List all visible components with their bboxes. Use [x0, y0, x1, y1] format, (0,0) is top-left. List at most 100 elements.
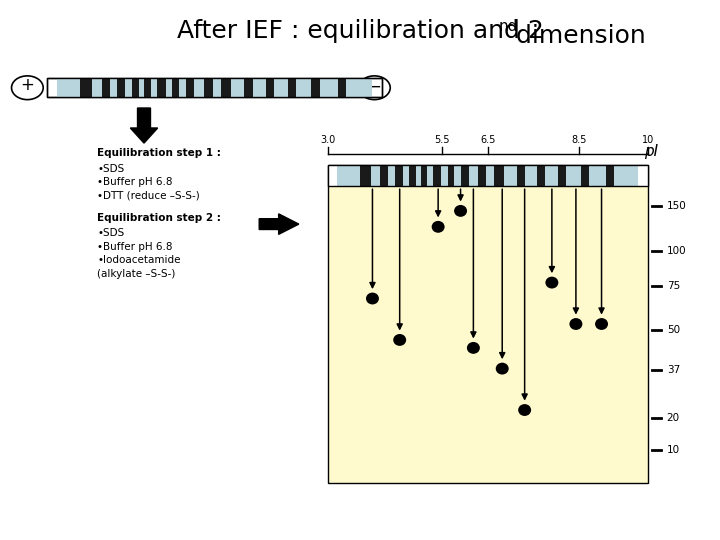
- Bar: [320, 78, 338, 97]
- Text: 20: 20: [667, 413, 680, 423]
- Ellipse shape: [518, 404, 531, 416]
- Text: 37: 37: [667, 365, 680, 375]
- Bar: [525, 165, 537, 186]
- Bar: [274, 78, 288, 97]
- FancyArrow shape: [259, 214, 299, 234]
- Text: (alkylate –S-S-): (alkylate –S-S-): [97, 269, 176, 279]
- Bar: [389, 165, 395, 186]
- Bar: [47, 78, 382, 97]
- Bar: [172, 78, 179, 97]
- Bar: [337, 165, 360, 186]
- Ellipse shape: [467, 342, 480, 354]
- Bar: [546, 165, 558, 186]
- Text: 8.5: 8.5: [572, 135, 587, 145]
- Bar: [311, 78, 320, 97]
- Bar: [110, 78, 117, 97]
- Bar: [581, 165, 589, 186]
- Bar: [338, 78, 346, 97]
- Bar: [537, 165, 546, 186]
- Bar: [179, 78, 186, 97]
- Bar: [589, 165, 606, 186]
- Text: 10: 10: [642, 135, 654, 145]
- Bar: [328, 165, 648, 186]
- Bar: [448, 165, 454, 186]
- Bar: [427, 165, 433, 186]
- Text: 10: 10: [667, 445, 680, 455]
- Text: •SDS: •SDS: [97, 228, 125, 239]
- Ellipse shape: [546, 276, 559, 288]
- Bar: [494, 165, 504, 186]
- Text: •DTT (reduce –S-S-): •DTT (reduce –S-S-): [97, 191, 200, 201]
- Text: pI: pI: [644, 144, 659, 159]
- Bar: [57, 78, 81, 97]
- Bar: [441, 165, 448, 186]
- Bar: [328, 165, 648, 186]
- Ellipse shape: [595, 318, 608, 330]
- Bar: [296, 78, 311, 97]
- Bar: [150, 78, 157, 97]
- Ellipse shape: [496, 363, 509, 375]
- Bar: [360, 165, 371, 186]
- Ellipse shape: [432, 221, 445, 233]
- Text: After IEF : equilibration and 2: After IEF : equilibration and 2: [176, 19, 544, 43]
- Bar: [47, 78, 382, 97]
- Bar: [606, 165, 614, 186]
- Bar: [288, 78, 296, 97]
- Bar: [371, 165, 380, 186]
- Bar: [433, 165, 441, 186]
- Bar: [478, 165, 486, 186]
- Text: •Iodoacetamide: •Iodoacetamide: [97, 255, 181, 266]
- Bar: [614, 165, 639, 186]
- Ellipse shape: [366, 293, 379, 305]
- Bar: [186, 78, 194, 97]
- Text: nd: nd: [499, 19, 518, 34]
- Text: Equilibration step 2 :: Equilibration step 2 :: [97, 213, 221, 224]
- Bar: [567, 165, 581, 186]
- Bar: [420, 165, 427, 186]
- Text: 100: 100: [667, 246, 686, 256]
- Bar: [253, 78, 266, 97]
- Text: −: −: [367, 77, 382, 95]
- Bar: [231, 78, 244, 97]
- Bar: [194, 78, 204, 97]
- FancyArrow shape: [130, 108, 158, 143]
- Text: 6.5: 6.5: [480, 135, 495, 145]
- Text: 5.5: 5.5: [434, 135, 450, 145]
- Ellipse shape: [454, 205, 467, 217]
- Text: 50: 50: [667, 326, 680, 335]
- Bar: [125, 78, 132, 97]
- Text: 75: 75: [667, 281, 680, 291]
- Bar: [328, 165, 648, 483]
- Text: 3.0: 3.0: [320, 135, 336, 145]
- Bar: [486, 165, 494, 186]
- Bar: [132, 78, 139, 97]
- Bar: [395, 165, 403, 186]
- Bar: [204, 78, 212, 97]
- Bar: [81, 78, 92, 97]
- Text: •Buffer pH 6.8: •Buffer pH 6.8: [97, 242, 173, 252]
- Bar: [415, 165, 420, 186]
- Ellipse shape: [570, 318, 582, 330]
- Bar: [266, 78, 274, 97]
- Bar: [558, 165, 567, 186]
- Text: dimension: dimension: [508, 24, 646, 48]
- Ellipse shape: [393, 334, 406, 346]
- Bar: [102, 78, 110, 97]
- Bar: [117, 78, 125, 97]
- Bar: [221, 78, 231, 97]
- Bar: [469, 165, 478, 186]
- Text: +: +: [20, 76, 35, 94]
- Bar: [504, 165, 517, 186]
- Bar: [517, 165, 525, 186]
- Bar: [212, 78, 221, 97]
- Bar: [166, 78, 172, 97]
- Bar: [403, 165, 409, 186]
- Bar: [461, 165, 469, 186]
- Text: 150: 150: [667, 201, 686, 211]
- Bar: [144, 78, 150, 97]
- Bar: [380, 165, 389, 186]
- Bar: [92, 78, 102, 97]
- Bar: [244, 78, 253, 97]
- Bar: [157, 78, 166, 97]
- Text: •SDS: •SDS: [97, 164, 125, 174]
